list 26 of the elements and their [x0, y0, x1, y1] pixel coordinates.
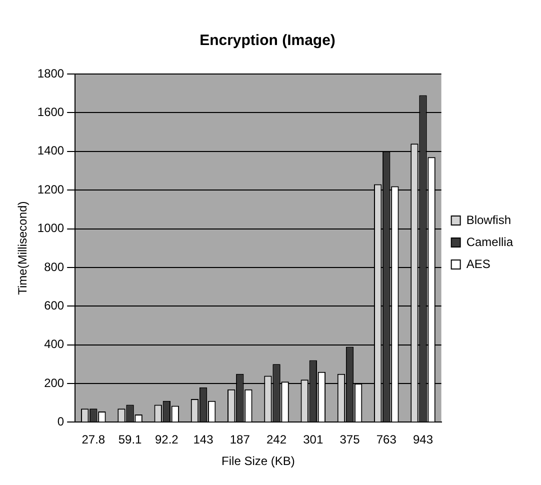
x-axis-title: File Size (KB): [222, 454, 295, 468]
x-tick-label: 943: [412, 432, 434, 447]
chart-title: Encryption (Image): [200, 32, 336, 50]
x-tick-label: 143: [193, 432, 214, 447]
legend-label: Blowfish: [466, 212, 512, 227]
x-tick-label: 187: [230, 432, 250, 447]
y-tick-label: 1000: [37, 221, 64, 236]
y-tick-label: 1600: [37, 105, 64, 119]
y-tick-label: 0: [57, 414, 64, 429]
y-axis-title: Time(Millisecond): [16, 201, 30, 295]
x-tick-label: 242: [266, 432, 287, 447]
legend-label: Camellia: [466, 234, 514, 249]
x-tick-label: 375: [340, 432, 360, 447]
y-tick-label: 400: [44, 337, 64, 352]
y-tick-label: 1200: [37, 182, 64, 196]
y-tick-label: 1800: [37, 66, 64, 80]
legend-label: AES: [466, 256, 490, 271]
x-tick-label: 301: [303, 432, 324, 447]
y-tick-label: 600: [44, 298, 64, 312]
y-tick-label: 200: [44, 376, 64, 390]
y-tick-label: 800: [44, 260, 64, 274]
y-tick-label: 1400: [37, 144, 64, 158]
x-tick-label: 92.2: [154, 432, 179, 447]
x-tick-label: 763: [376, 432, 397, 447]
x-tick-label: 27.8: [82, 432, 106, 447]
x-tick-label: 59.1: [118, 432, 142, 447]
